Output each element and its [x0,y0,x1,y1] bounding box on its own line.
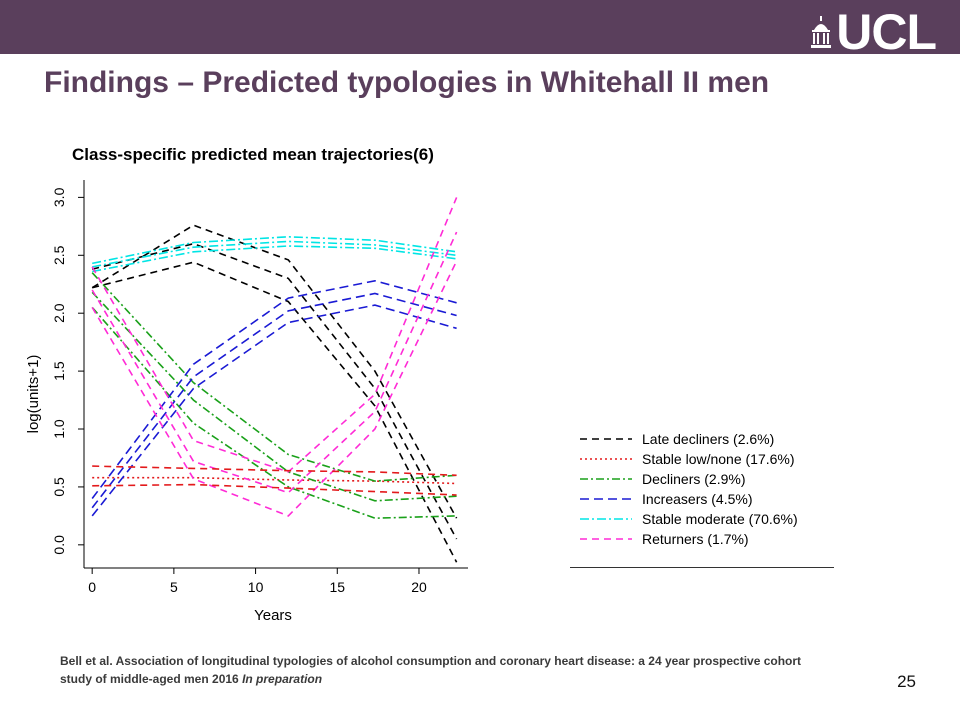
series-line-5-1 [91,231,458,494]
y-tick-label: 0.0 [51,535,67,555]
citation: Bell et al. Association of longitudinal … [60,652,820,688]
series-line-3-0 [91,304,457,517]
series-line-2-2 [91,272,457,482]
series-line-0-0 [92,261,458,563]
series-line-2-1 [91,291,457,502]
ucl-logo: UCL [810,4,937,60]
series-line-5-2 [91,197,458,473]
page-number: 25 [897,672,916,691]
chart-title: Class-specific predicted mean trajectori… [72,145,434,164]
series-line-4-2 [92,235,457,265]
y-tick-label: 0.5 [51,477,67,497]
series-line-2-0 [91,306,457,520]
y-axis-label: log(units+1) [25,355,42,434]
series-line-4-1 [92,240,457,268]
series-line-3-2 [91,279,457,499]
x-tick-label: 5 [170,579,178,595]
series-line-4-0 [92,245,457,273]
legend-label: Late decliners (2.6%) [642,431,774,447]
y-tick-label: 1.5 [51,361,67,381]
legend-label: Stable low/none (17.6%) [642,451,795,467]
slide-title: Findings – Predicted typologies in White… [44,66,770,99]
legend-label: Decliners (2.9%) [642,471,745,487]
series-line-3-1 [91,292,457,509]
y-tick-label: 2.0 [51,303,67,323]
citation-text: Bell et al. Association of longitudinal … [60,654,802,686]
series-line-1-0 [92,476,457,485]
x-tick-label: 20 [411,579,427,595]
legend-label: Increasers (4.5%) [642,491,752,507]
series-ci-line-0 [92,465,457,477]
x-axis-label: Years [254,607,292,624]
citation-status: In preparation [242,672,323,686]
series-line-0-2 [91,224,458,519]
ucl-logo-text: UCL [836,4,937,60]
x-tick-label: 15 [329,579,345,595]
top-banner [0,0,960,54]
y-tick-label: 3.0 [51,187,67,207]
series-ci-line-1 [92,483,457,496]
y-tick-label: 2.5 [51,245,67,265]
ucl-portico-icon [811,16,832,48]
y-tick-label: 1.0 [51,419,67,439]
legend-label: Returners (1.7%) [642,531,749,547]
x-tick-label: 10 [248,579,264,595]
legend-label: Stable moderate (70.6%) [642,511,798,527]
legend-rule [570,567,834,568]
x-tick-label: 0 [88,579,96,595]
series-line-5-0 [91,260,458,517]
series-line-0-1 [92,242,458,540]
